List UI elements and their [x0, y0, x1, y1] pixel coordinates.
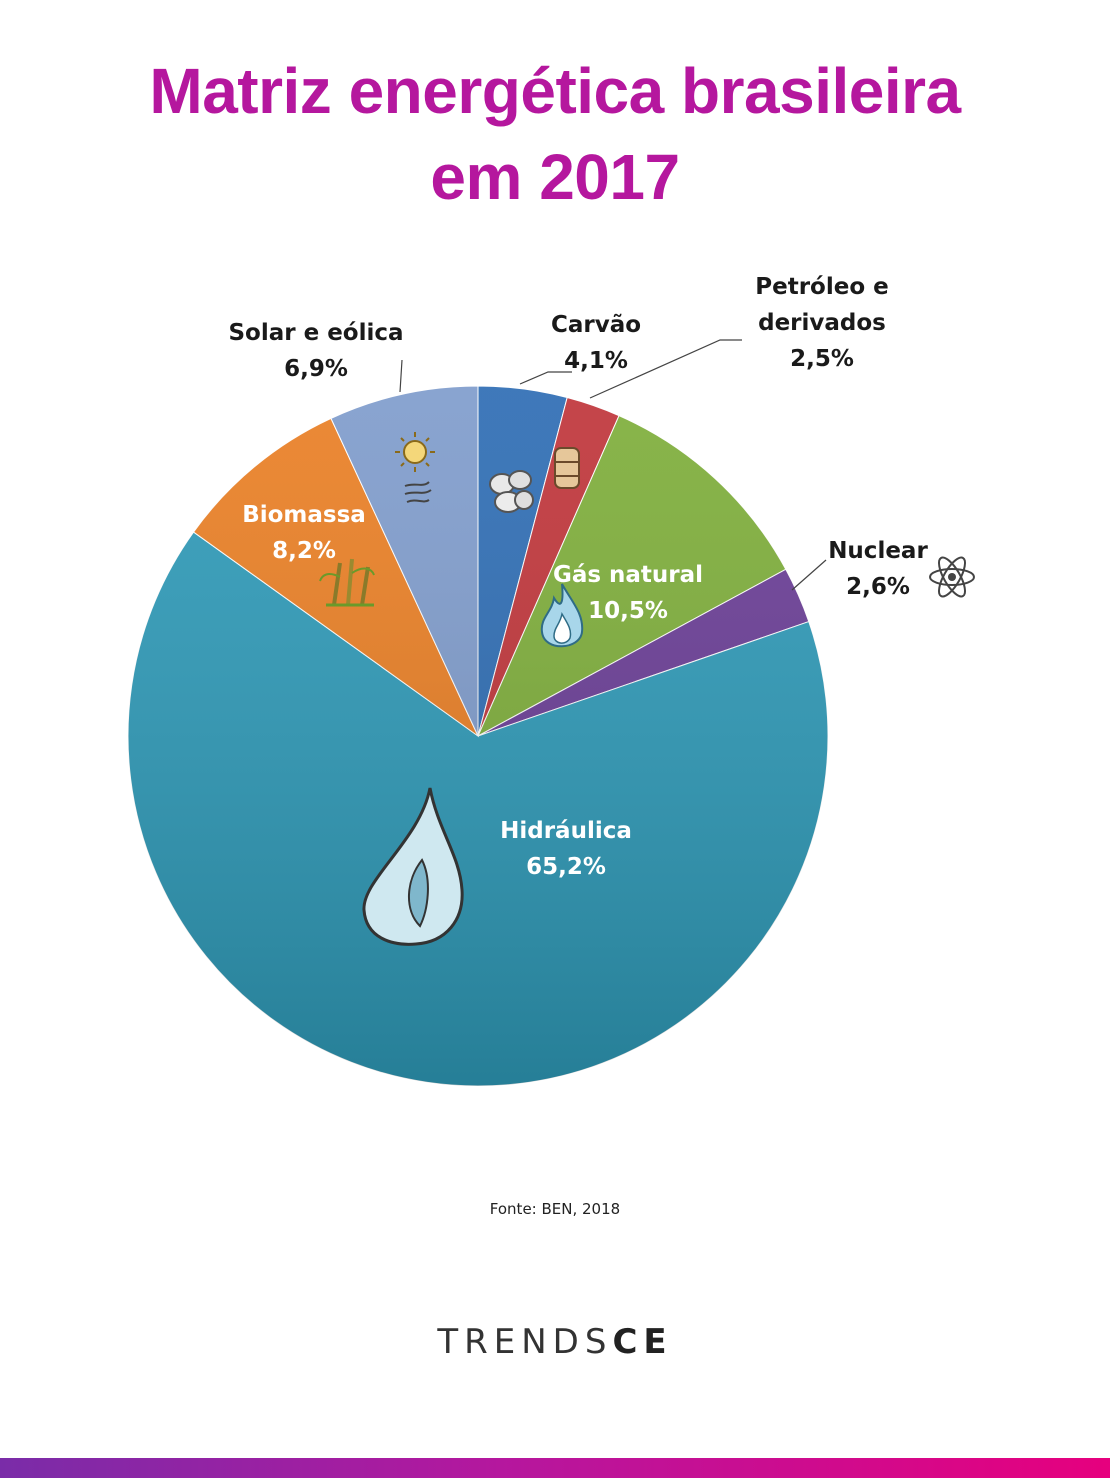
slice-name-label: Petróleo e	[755, 274, 889, 300]
slice-value-label: 2,5%	[790, 346, 854, 372]
slice-label-g-s-natural: Gás natural 10,5%	[553, 562, 703, 624]
leader-lines	[399, 339, 827, 591]
brand-logo-part-1: TRENDS	[437, 1322, 613, 1362]
slice-label-hidr-ulica: Hidráulica 65,2%	[500, 818, 632, 880]
slice-value-label: 10,5%	[588, 598, 668, 624]
chart-title: Matriz energética brasileira em 2017	[0, 48, 1110, 220]
slice-name-label: Gás natural	[553, 562, 703, 588]
water-drop-icon	[362, 787, 464, 946]
slice-value-label: 6,9%	[284, 356, 348, 382]
slice-name-label: Nuclear	[828, 538, 928, 564]
sugarcane-icon	[319, 558, 375, 607]
slice-name-label: Biomassa	[242, 502, 366, 528]
footer-gradient-bar	[0, 1458, 1110, 1478]
slice-label-carv-o: Carvão 4,1%	[551, 312, 641, 374]
slice-value-label: 4,1%	[564, 348, 628, 374]
slice-label-petr-leo-e-derivados: Petróleo e derivados 2,5%	[755, 274, 889, 372]
slice-label-biomassa: Biomassa 8,2%	[242, 502, 366, 564]
slice-value-label: 8,2%	[272, 538, 336, 564]
slice-value-label: 2,6%	[846, 574, 910, 600]
source-note: Fonte: BEN, 2018	[489, 1200, 621, 1218]
slice-value-label: 65,2%	[526, 854, 606, 880]
slice-label-nuclear: Nuclear 2,6%	[828, 538, 928, 600]
slice-labels: Carvão 4,1% Petróleo e derivados 2,5% Gás nat…	[228, 274, 928, 880]
slice-name-label: Carvão	[551, 312, 641, 338]
slice-name-label: Hidráulica	[500, 818, 632, 844]
leader-line	[589, 339, 742, 399]
pie-slices	[127, 385, 829, 1087]
flame-icon	[540, 583, 584, 648]
slice-label-solar-e-e-lica: Solar e eólica 6,9%	[228, 320, 403, 382]
chart-title-line-2: em 2017	[430, 141, 680, 213]
leader-line	[519, 371, 572, 385]
leader-line	[791, 559, 827, 591]
brand-logo-part-2: CE	[612, 1322, 673, 1362]
chart-title-line-1: Matriz energética brasileira	[149, 55, 961, 127]
oil-barrel-icon	[554, 447, 580, 489]
slice-name-label: derivados	[758, 310, 886, 336]
sun-wind-icon	[395, 432, 435, 503]
slice-name-label: Solar e eólica	[228, 320, 403, 346]
atom-icon	[929, 556, 975, 598]
leader-line	[399, 359, 403, 393]
coal-icon	[489, 470, 534, 513]
brand-logo: TRENDSCE	[0, 1322, 1110, 1362]
